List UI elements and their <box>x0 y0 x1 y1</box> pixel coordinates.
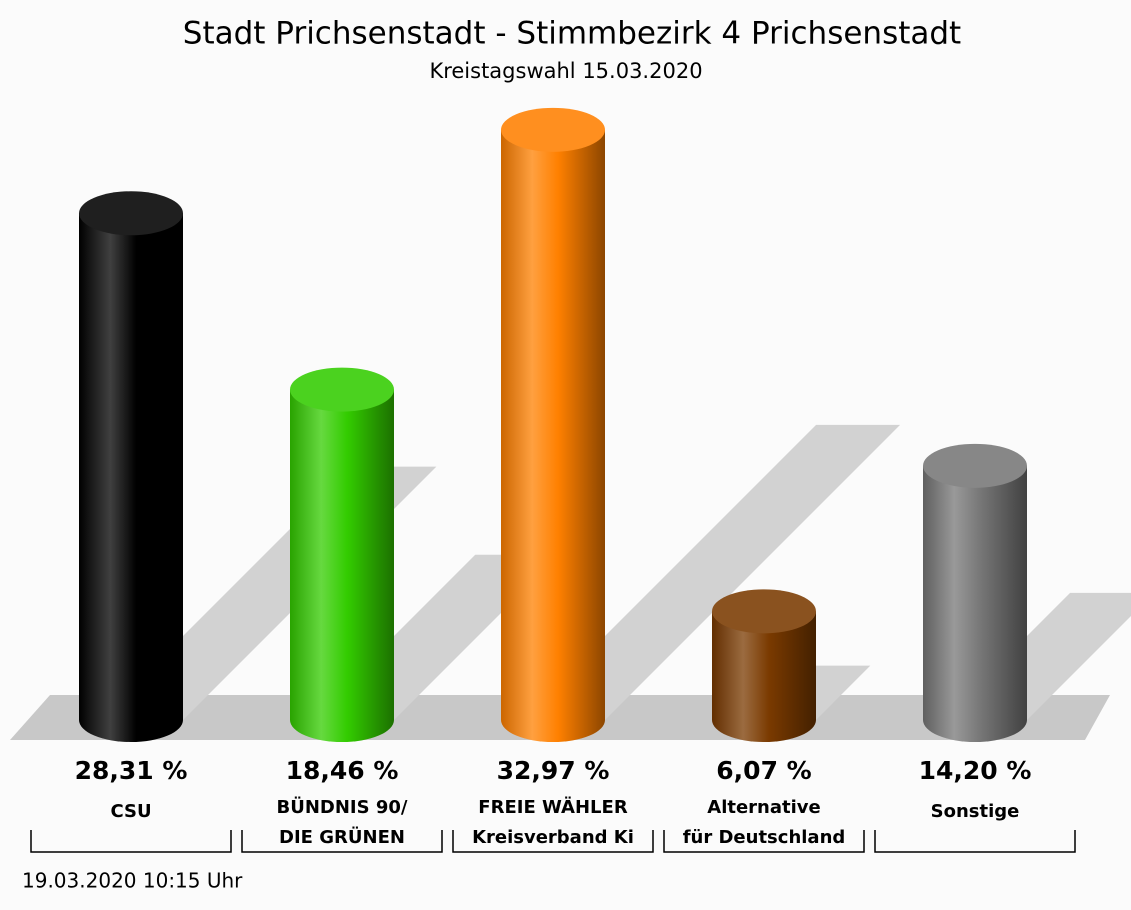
bar <box>79 213 183 720</box>
bar <box>290 389 394 720</box>
chart-title: Stadt Prichsenstadt - Stimmbezirk 4 Pric… <box>183 16 961 52</box>
bar-top <box>501 107 605 152</box>
value-label: 14,20 % <box>919 756 1032 785</box>
category-label: DIE GRÜNEN <box>279 826 405 848</box>
category-bracket <box>874 830 1076 853</box>
value-label: 28,31 % <box>75 756 188 785</box>
bar <box>923 465 1027 720</box>
category-label: BÜNDNIS 90/ <box>277 796 408 818</box>
footer: 19.03.2020 10:15 Uhr <box>22 869 243 893</box>
category-bracket <box>241 830 443 853</box>
category-label: für Deutschland <box>683 827 846 848</box>
bar-top <box>923 443 1027 488</box>
category-bracket <box>663 830 865 853</box>
category-label: Sonstige <box>931 801 1020 822</box>
bar-top <box>290 367 394 412</box>
value-label: 18,46 % <box>286 756 399 785</box>
chart-subtitle: Kreistagswahl 15.03.2020 <box>429 59 702 83</box>
category-label: Alternative <box>707 797 820 818</box>
category-bracket <box>452 830 654 853</box>
value-label: 6,07 % <box>716 756 811 785</box>
bar-top <box>712 589 816 634</box>
category-label: FREIE WÄHLER <box>478 796 628 818</box>
bar-top <box>79 191 183 236</box>
category-bracket <box>30 830 232 853</box>
value-label: 32,97 % <box>497 756 610 785</box>
category-label: CSU <box>110 801 151 822</box>
bar-shadow <box>521 424 901 720</box>
bar <box>501 129 605 720</box>
category-label: Kreisverband Ki <box>472 827 634 848</box>
